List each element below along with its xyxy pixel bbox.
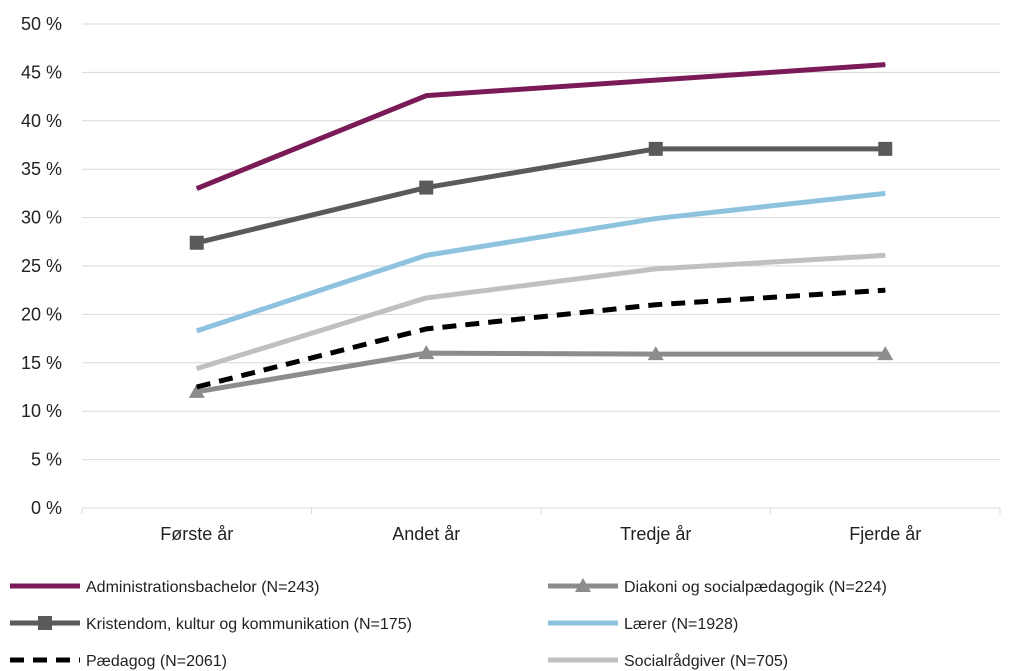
y-tick-label: 30 % [21,208,62,228]
series-diakoni-og-socialpædagogik [188,345,894,398]
x-tick-label: Tredje år [620,524,691,544]
y-tick-label: 0 % [31,498,62,518]
data-point-marker [188,383,205,398]
legend-label: Socialrådgiver (N=705) [624,652,788,670]
legend-marker [38,616,52,630]
series-lines [188,62,894,398]
series-line [195,190,886,334]
x-axis: Første år Andet år Tredje år Fjerde år [81,508,1001,544]
data-point-marker [189,235,204,250]
y-tick-label: 25 % [21,256,62,276]
series-line [196,252,886,371]
data-point [425,254,427,256]
y-tick-label: 40 % [21,111,62,131]
y-tick-label: 10 % [21,401,62,421]
legend-item: Pædagog (N=2061) [10,653,227,670]
data-point-marker [647,346,664,361]
series-administrationsbachelor [195,62,886,191]
x-tick-label: Andet år [392,524,460,544]
legend-item: Administrationsbachelor (N=243) [10,579,319,596]
data-point [884,254,886,256]
legend-item: Diakoni og socialpædagogik (N=224) [548,578,887,596]
legend-label: Diakoni og socialpædagogik (N=224) [624,579,887,596]
y-axis: 0 % 5 % 10 % 15 % 20 % 25 % 30 % 35 % 40 % 45 % 50… [21,14,62,518]
x-tick-label: Fjerde år [849,524,921,544]
data-point [425,95,427,97]
y-tick-label: 20 % [21,304,62,324]
data-point [655,79,657,81]
series-pædagog [196,287,886,390]
data-point [196,188,198,190]
data-point [884,64,886,66]
legend-label: Lærer (N=1928) [624,616,738,633]
data-point-marker [877,346,894,361]
x-tick-label: Første år [160,524,233,544]
legend-marker [575,578,591,592]
data-point [425,328,427,330]
legend-item: Socialrådgiver (N=705) [548,652,788,670]
legend: Administrationsbachelor (N=243) Diakoni o… [10,578,887,670]
series-socialrådgiver [196,252,886,371]
legend-item: Lærer (N=1928) [548,616,738,633]
legend-label: Administrationsbachelor (N=243) [86,579,319,596]
data-point [884,192,886,194]
legend-label: Pædagog (N=2061) [86,653,227,670]
series-line [196,350,886,395]
y-tick-label: 50 % [21,14,62,34]
data-point [655,268,657,270]
y-tick-label: 15 % [21,353,62,373]
legend-label: Kristendom, kultur og kommunikation (N=1… [86,616,412,633]
data-point [196,330,198,332]
legend-item: Kristendom, kultur og kommunikation (N=1… [10,616,412,633]
data-point [884,289,886,291]
data-point-marker [648,141,663,156]
data-point-marker [418,345,435,360]
data-point-marker [419,180,434,195]
series-line [195,62,886,191]
data-point-marker [878,141,893,156]
series-line [196,146,886,246]
y-tick-label: 35 % [21,159,62,179]
data-point [425,297,427,299]
data-point [196,368,198,370]
data-point [196,386,198,388]
y-tick-label: 45 % [21,62,62,82]
y-tick-label: 5 % [31,450,62,470]
data-point [655,218,657,220]
gridlines [82,23,1000,509]
data-point [655,304,657,306]
series-lærer [195,190,886,334]
series-line [196,287,886,390]
series-kristendom-kultur-og-kommunikation [189,141,893,250]
